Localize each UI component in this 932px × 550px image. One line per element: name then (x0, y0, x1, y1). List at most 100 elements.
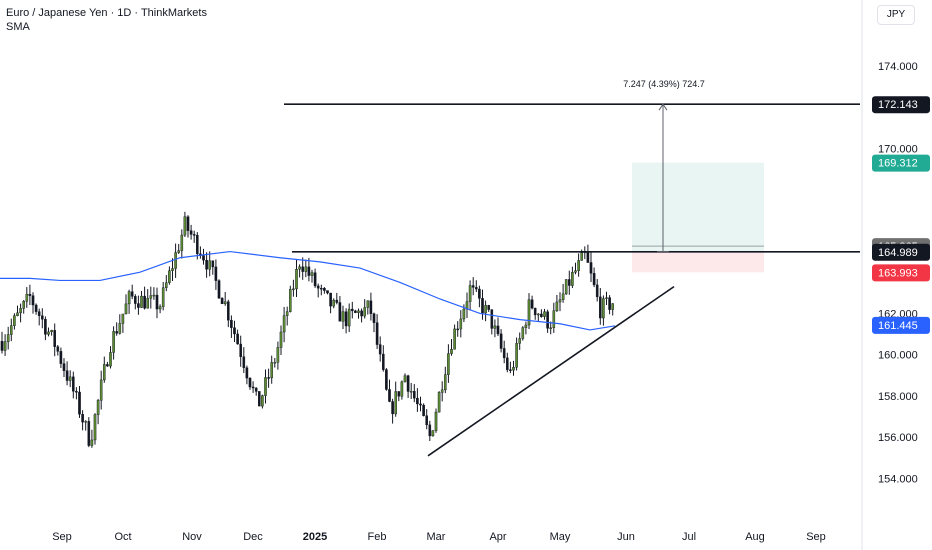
candle-body (310, 272, 314, 276)
candle-body (223, 301, 227, 305)
candle-body (152, 294, 156, 297)
candle-body (478, 288, 481, 299)
candle-body (382, 353, 385, 370)
x-tick-label: Feb (368, 531, 387, 543)
candle-body (99, 379, 103, 401)
candle-body (564, 279, 568, 295)
candle-body (316, 285, 320, 289)
candle-body (369, 300, 373, 314)
candle-body (307, 266, 311, 276)
candle-body (158, 306, 162, 310)
candle-body (186, 216, 190, 231)
y-tick-label: 158.000 (878, 391, 918, 403)
candle-body (68, 376, 72, 381)
candle-body (267, 377, 270, 379)
candle-body (347, 308, 351, 327)
measure-annotation: 7.247 (4.39%) 724.7 (623, 79, 705, 89)
candle-body (571, 272, 574, 286)
candle-body (220, 297, 224, 305)
candle-body (183, 216, 187, 236)
candle-body (236, 333, 239, 345)
y-tick-label: 154.000 (878, 473, 918, 485)
candle-body (409, 391, 413, 393)
candle-body (580, 252, 583, 261)
candle-body (437, 392, 441, 413)
candle-body (285, 311, 289, 316)
candle-body (174, 252, 177, 269)
candle-body (31, 295, 35, 306)
candle-body (37, 311, 41, 316)
price-badge-label: 172.143 (878, 99, 918, 111)
candle-body (245, 367, 249, 379)
candle-body (397, 391, 401, 397)
candle-body (558, 299, 562, 303)
candle-body (422, 404, 425, 416)
sma-line (0, 250, 616, 331)
candle-body (502, 348, 506, 359)
candle-body (592, 273, 596, 286)
candle-body (47, 331, 50, 335)
candle-body (217, 280, 221, 299)
candle-body (295, 269, 298, 290)
candle-body (109, 352, 112, 367)
x-tick-label: Jul (682, 531, 696, 543)
candle-body (459, 318, 463, 330)
candle-body (555, 301, 559, 312)
candle-body (273, 362, 277, 364)
candle-body (50, 330, 53, 333)
candle-body (168, 270, 171, 283)
candle-body (137, 303, 140, 308)
x-tick-label: Oct (114, 531, 131, 543)
candle-body (543, 311, 546, 317)
candle-body (53, 330, 56, 347)
candle-body (279, 331, 283, 348)
candle-body (195, 234, 199, 255)
candle-body (140, 295, 143, 308)
candle-body (161, 287, 165, 307)
candle-body (171, 268, 174, 271)
candle-body (118, 323, 122, 334)
x-tick-label: Sep (52, 531, 72, 543)
candle-body (56, 346, 60, 352)
candle-body (602, 298, 605, 319)
candle-body (65, 370, 69, 381)
candle-body (413, 391, 416, 399)
candle-body (546, 311, 549, 329)
candle-body (230, 319, 233, 328)
candle-body (248, 377, 252, 388)
candle-body (341, 311, 345, 322)
candle-body (354, 310, 357, 313)
candle-body (425, 415, 429, 426)
candle-body (537, 313, 540, 316)
candle-body (329, 292, 332, 307)
candle-body (233, 327, 236, 335)
candle-body (568, 279, 571, 286)
candle-body (143, 295, 146, 309)
candle-body (400, 381, 404, 397)
candle-body (326, 290, 329, 294)
candle-body (431, 430, 435, 437)
y-tick-label: 156.000 (878, 432, 918, 444)
candle-body (0, 341, 4, 351)
candle-body (524, 324, 528, 328)
candle-body (251, 386, 255, 389)
stop-zone (632, 251, 764, 273)
candle-body (130, 291, 134, 297)
candle-body (258, 391, 261, 407)
candle-body (34, 304, 38, 312)
candle-body (378, 344, 382, 355)
currency-button[interactable]: JPY (877, 5, 915, 25)
y-tick-label: 174.000 (878, 61, 918, 73)
candle-body (242, 356, 246, 368)
price-badge-label: 169.312 (878, 158, 918, 170)
candle-body (540, 313, 543, 317)
candle-body (22, 300, 26, 309)
candle-body (549, 327, 552, 330)
candle-body (9, 325, 13, 335)
candle-body (16, 312, 19, 316)
candle-body (81, 413, 84, 423)
candle-body (332, 299, 336, 307)
candle-body (264, 377, 267, 396)
ascending-trendline (427, 285, 675, 457)
